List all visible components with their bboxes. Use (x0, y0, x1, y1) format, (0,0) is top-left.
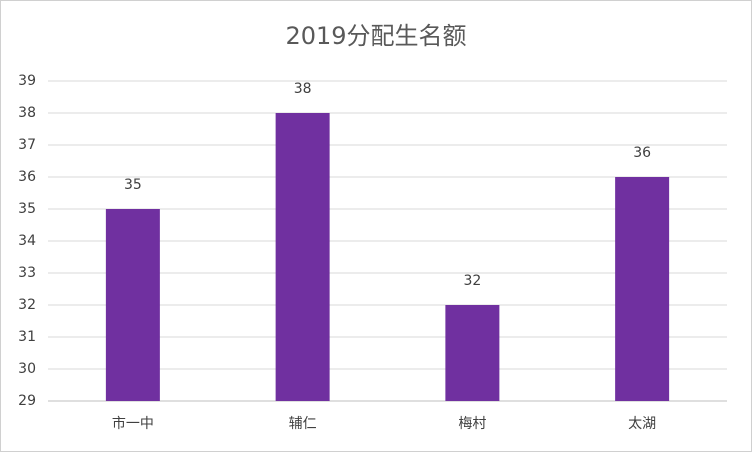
y-tick-label: 29 (18, 393, 36, 409)
y-tick-label: 39 (18, 73, 36, 89)
bar (105, 209, 160, 401)
x-tick-label: 市一中 (112, 415, 154, 432)
y-tick-label: 36 (18, 169, 36, 185)
bar (445, 305, 500, 401)
chart-title: 2019分配生名额 (285, 22, 466, 50)
x-tick-label: 梅村 (458, 416, 486, 432)
y-tick-label: 38 (18, 105, 36, 121)
bar (275, 113, 330, 401)
y-tick-label: 33 (18, 265, 36, 281)
y-tick-label: 37 (18, 137, 36, 153)
x-tick-label: 辅仁 (289, 416, 317, 432)
y-tick-label: 32 (18, 297, 36, 313)
y-tick-label: 35 (18, 201, 36, 217)
data-label: 38 (294, 81, 312, 97)
y-tick-label: 30 (18, 361, 36, 377)
data-label: 35 (124, 177, 142, 193)
y-tick-label: 31 (18, 329, 36, 345)
data-label: 36 (633, 145, 651, 161)
bar (615, 177, 670, 401)
y-tick-label: 34 (18, 233, 36, 249)
data-label: 32 (463, 273, 481, 289)
x-tick-label: 太湖 (628, 416, 656, 432)
